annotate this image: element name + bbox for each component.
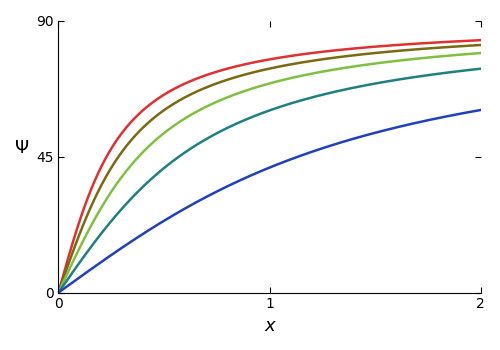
Y-axis label: Ψ: Ψ [15,139,29,156]
X-axis label: x: x [264,317,275,335]
